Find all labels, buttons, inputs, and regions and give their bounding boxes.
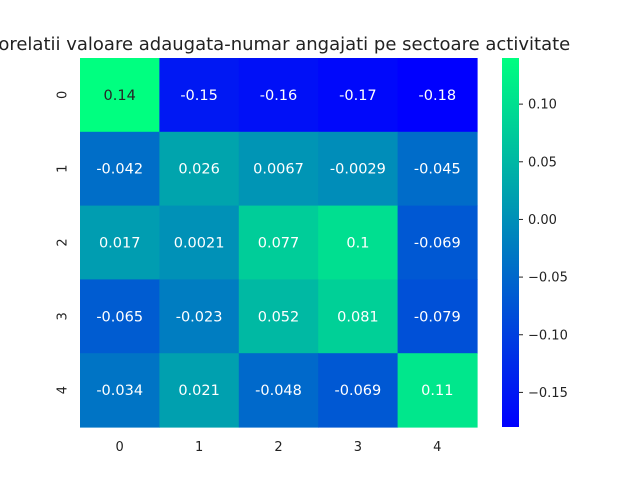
colorbar-tick-label: −0.15 [528,386,568,401]
cell-label: -0.15 [180,88,218,104]
colorbar-ticks: 0.10 0.05 0.00 −0.05 −0.10 −0.15 [519,98,568,401]
heatmap-cell [397,131,478,207]
cell-label: 0.052 [258,309,300,325]
cell-label: 0.077 [258,236,300,252]
cell-label: -0.18 [419,88,457,104]
cell-label: 0.11 [421,383,453,399]
y-tick-label: 0 [56,91,71,99]
heatmap-cell [238,353,319,428]
cell-label: -0.048 [255,383,302,399]
cell-label: 0.026 [178,162,220,178]
heatmap-cell [397,353,478,428]
heatmap-cell [159,58,240,133]
y-tick-label: 2 [56,238,71,246]
y-tick-label: 3 [56,312,71,320]
x-tick-label: 1 [195,440,203,455]
heatmap-cell [318,205,399,280]
heatmap-cell [318,279,399,354]
colorbar [502,58,519,427]
x-tick-label: 2 [274,440,282,455]
colorbar-tick-label: −0.05 [528,271,568,286]
heatmap-cell [318,353,399,428]
cell-label: 0.0067 [253,162,304,178]
heatmap-cell [238,279,319,354]
cell-label: -0.0029 [330,162,386,178]
heatmap-cell [238,58,319,133]
heatmap-cell [238,131,319,207]
x-tick-label: 0 [116,440,124,455]
cell-label: -0.045 [414,162,461,178]
cell-label: 0.1 [346,236,369,252]
heatmap-cell [80,353,160,428]
cell-label: 0.021 [178,383,220,399]
cell-label: 0.081 [337,309,379,325]
heatmap-cell [238,205,319,280]
colorbar-tick-label: 0.05 [528,155,557,170]
cell-label: 0.14 [104,88,136,104]
colorbar-tick-label: 0.00 [528,213,557,228]
cell-label: -0.17 [339,88,377,104]
y-tick-label: 1 [56,165,71,173]
heatmap-cell [397,205,478,280]
cell-label: -0.034 [96,383,143,399]
heatmap-cell [318,58,399,133]
x-axis-ticks: 0 1 2 3 4 [116,440,442,455]
heatmap-cell [80,205,160,280]
y-axis-ticks: 0 1 2 3 4 [56,91,71,394]
cell-label: -0.079 [414,309,461,325]
heatmap-cell [318,131,399,207]
cell-label: 0.0021 [174,236,225,252]
heatmap-cell [80,58,160,133]
cell-label: 0.017 [99,236,141,252]
heatmap-cell [397,279,478,354]
cell-label: -0.023 [176,309,223,325]
heatmap-cell [397,58,478,133]
heatmap-cell [80,131,160,207]
cell-label: -0.069 [414,236,461,252]
heatmap-cell [159,279,240,354]
chart-title: Corelatii valoare adaugata-numar angajat… [0,34,570,55]
colorbar-tick-label: −0.10 [528,328,568,343]
heatmap-cells: 0.14 -0.15 -0.16 -0.17 -0.18 -0.042 0.026 0.006… [80,58,478,428]
x-tick-label: 3 [354,440,362,455]
x-tick-label: 4 [433,440,441,455]
heatmap-cell [159,353,240,428]
heatmap-cell [159,131,240,207]
cell-label: -0.065 [96,309,143,325]
cell-label: -0.042 [96,162,143,178]
y-tick-label: 4 [56,386,71,394]
heatmap-cell [159,205,240,280]
cell-label: -0.069 [335,383,382,399]
colorbar-tick-label: 0.10 [528,98,557,113]
heatmap-cell [80,279,160,354]
cell-label: -0.16 [260,88,298,104]
